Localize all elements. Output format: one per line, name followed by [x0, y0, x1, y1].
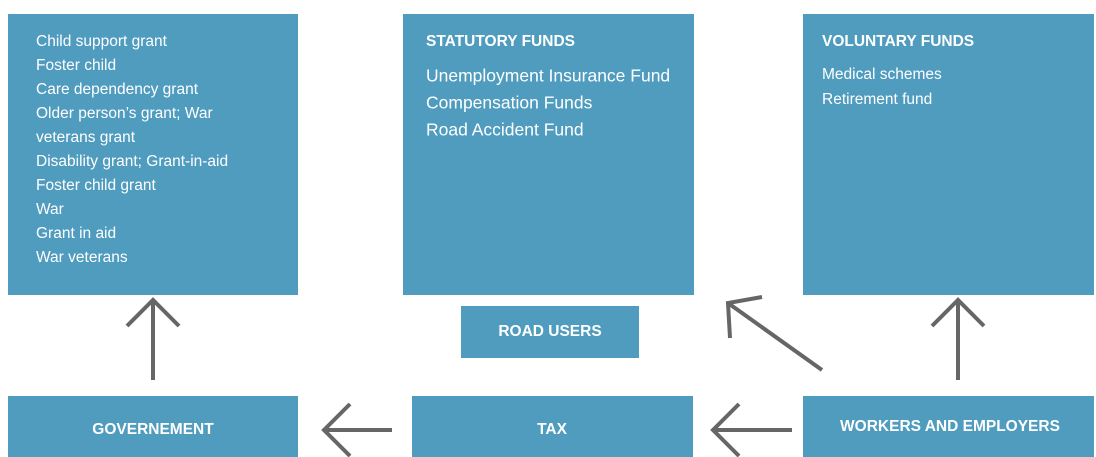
arrow-up — [125, 297, 181, 380]
list-item: Grant in aid — [36, 225, 116, 242]
list-item: Compensation Funds — [426, 93, 593, 113]
list-item: Older person’s grant; War — [36, 105, 213, 122]
government-box — [8, 396, 298, 457]
list-item: Foster child — [36, 57, 116, 74]
workers-box — [803, 396, 1094, 457]
box-title: VOLUNTARY FUNDS — [822, 33, 974, 50]
arrow-left — [710, 402, 792, 457]
box-label: GOVERNEMENT — [92, 421, 214, 438]
tax-box — [412, 396, 693, 457]
list-item: Medical schemes — [822, 66, 942, 83]
list-item: veterans grant — [36, 129, 136, 146]
list-item: War — [36, 201, 64, 218]
list-item: Child support grant — [36, 33, 168, 50]
voluntary-funds-box — [803, 14, 1094, 295]
box-title: STATUTORY FUNDS — [426, 33, 575, 50]
box-label: WORKERS AND EMPLOYERS — [840, 418, 1060, 435]
list-item: Care dependency grant — [36, 81, 199, 98]
list-item: Retirement fund — [822, 91, 932, 108]
road-users-box — [461, 306, 639, 358]
arrow-left — [321, 402, 392, 457]
list-item: War veterans — [36, 249, 128, 266]
box-label: TAX — [537, 421, 568, 438]
arrow-up — [930, 297, 986, 380]
list-item: Foster child grant — [36, 177, 156, 194]
list-item: Road Accident Fund — [426, 120, 584, 140]
arrow-diagonal — [725, 295, 824, 372]
arrows — [125, 295, 986, 457]
box-label: ROAD USERS — [498, 323, 601, 340]
statutory-funds-box — [403, 14, 694, 295]
list-item: Disability grant; Grant-in-aid — [36, 153, 228, 170]
social-grants-box — [8, 14, 298, 295]
list-item: Unemployment Insurance Fund — [426, 66, 670, 86]
